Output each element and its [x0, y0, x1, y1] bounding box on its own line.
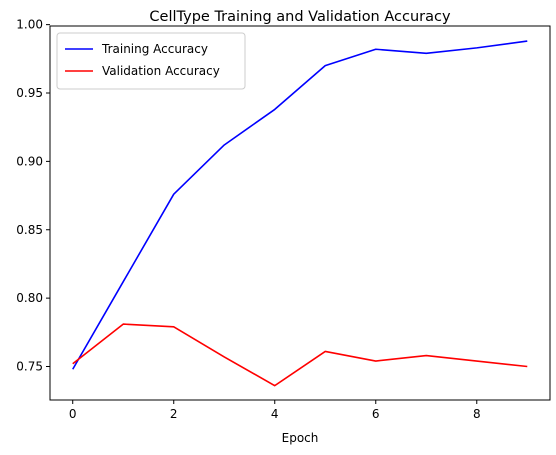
- chart-title: CellType Training and Validation Accurac…: [149, 9, 451, 25]
- x-axis-label: Epoch: [282, 431, 319, 445]
- legend-label: Validation Accuracy: [102, 64, 220, 78]
- y-tick-label: 0.80: [16, 291, 43, 305]
- x-tick-label: 4: [271, 407, 279, 421]
- y-tick-label: 0.85: [16, 223, 43, 237]
- y-tick-label: 0.95: [16, 86, 43, 100]
- y-tick-label: 0.75: [16, 359, 43, 373]
- x-tick-label: 6: [372, 407, 380, 421]
- y-tick-label: 0.90: [16, 154, 43, 168]
- y-tick-label: 1.00: [16, 18, 43, 32]
- x-tick-label: 0: [69, 407, 77, 421]
- legend: Training Accuracy Validation Accuracy: [57, 33, 245, 89]
- legend-label: Training Accuracy: [101, 42, 208, 56]
- x-tick-label: 8: [473, 407, 481, 421]
- x-tick-label: 2: [170, 407, 178, 421]
